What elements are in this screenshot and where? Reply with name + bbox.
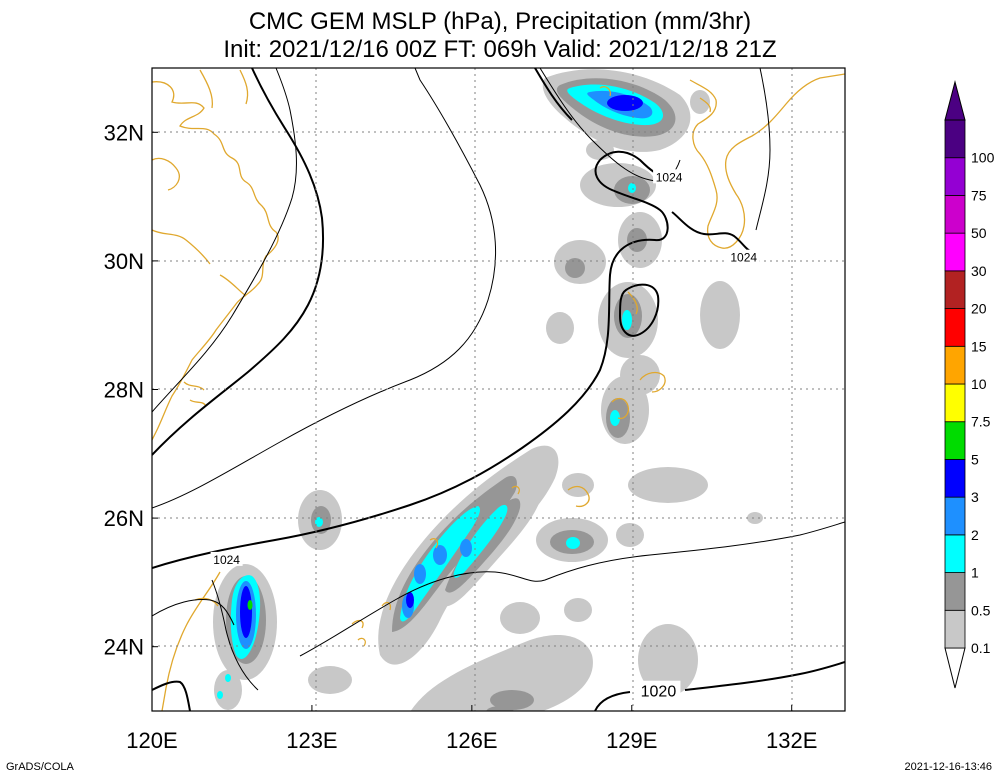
isobar-label: 1024 — [730, 251, 757, 265]
colorbar-swatch — [944, 345, 966, 385]
x-axis-ticks: 120E 123E 126E 129E 132E — [126, 705, 817, 753]
x-tick-label: 126E — [446, 728, 497, 753]
colorbar-swatch — [944, 119, 966, 159]
y-tick-label: 28N — [104, 378, 144, 403]
isobar-label: 1024 — [656, 170, 683, 184]
precip-green — [247, 600, 253, 610]
colorbar-label: 2 — [971, 527, 979, 543]
y-tick-label: 24N — [104, 635, 144, 660]
colorbar-label: 75 — [971, 187, 987, 203]
map-area — [152, 68, 845, 711]
colorbar-label: 15 — [971, 338, 987, 354]
y-axis-ticks: 24N 26N 28N 30N 32N — [104, 120, 158, 660]
colorbar-swatch — [944, 459, 966, 498]
colorbar-label: 1 — [971, 565, 979, 581]
colorbar-label: 5 — [971, 451, 979, 467]
colorbar-label: 20 — [971, 301, 987, 317]
chart-title: CMC GEM MSLP (hPa), Precipitation (mm/3h… — [248, 8, 752, 35]
colorbar-bottom-triangle — [944, 647, 966, 689]
colorbar-label: 100 — [971, 150, 995, 166]
isobars-thick — [152, 68, 845, 711]
colorbar-swatch — [944, 270, 966, 309]
footer-grads-label: GrADS/COLA — [6, 761, 74, 773]
isobar-label: 1024 — [213, 553, 240, 567]
isobar-label-bg — [210, 551, 243, 566]
colorbar-label: 10 — [971, 376, 987, 392]
colorbar-swatch — [944, 421, 966, 460]
x-tick-label: 123E — [286, 728, 337, 753]
colorbar-swatch — [944, 572, 966, 611]
isobar-label: 1020 — [641, 684, 677, 701]
colorbar-label: 3 — [971, 489, 979, 505]
colorbar-swatch — [944, 308, 966, 347]
colorbar-swatch — [944, 496, 966, 536]
colorbar-top-triangle — [944, 80, 966, 121]
colorbar-swatch — [944, 195, 966, 234]
colorbar-label: 30 — [971, 263, 987, 279]
coastlines — [152, 69, 845, 711]
colorbar-label: 0.1 — [971, 640, 991, 656]
x-tick-label: 132E — [766, 728, 817, 753]
colorbar-swatch — [944, 157, 966, 196]
chart-subtitle: Init: 2021/12/16 00Z FT: 069h Valid: 202… — [223, 36, 777, 63]
isobar-label-bg — [653, 169, 686, 184]
colorbar-label: 7.5 — [971, 414, 991, 430]
precip-dark-blue — [240, 95, 643, 638]
colorbar-swatch — [944, 232, 966, 272]
colorbar-label: 0.5 — [971, 602, 991, 618]
footer-timestamp: 2021-12-16-13:46 — [904, 761, 992, 773]
colorbar: 0.1 0.5 1 2 3 5 7.5 10 15 20 30 50 75 100 — [944, 80, 995, 689]
y-tick-label: 32N — [104, 120, 144, 145]
x-tick-label: 120E — [126, 728, 177, 753]
isobar-label-bg — [636, 680, 681, 699]
colorbar-swatch — [944, 609, 966, 649]
colorbar-swatch — [944, 534, 966, 573]
y-tick-label: 26N — [104, 506, 144, 531]
colorbar-label: 50 — [971, 225, 987, 241]
y-tick-label: 30N — [104, 249, 144, 274]
isobar-labels: 1024 1024 1024 1020 — [210, 169, 760, 701]
x-tick-label: 129E — [606, 728, 657, 753]
colorbar-swatch — [944, 383, 966, 423]
isobar-label-bg — [727, 249, 760, 264]
